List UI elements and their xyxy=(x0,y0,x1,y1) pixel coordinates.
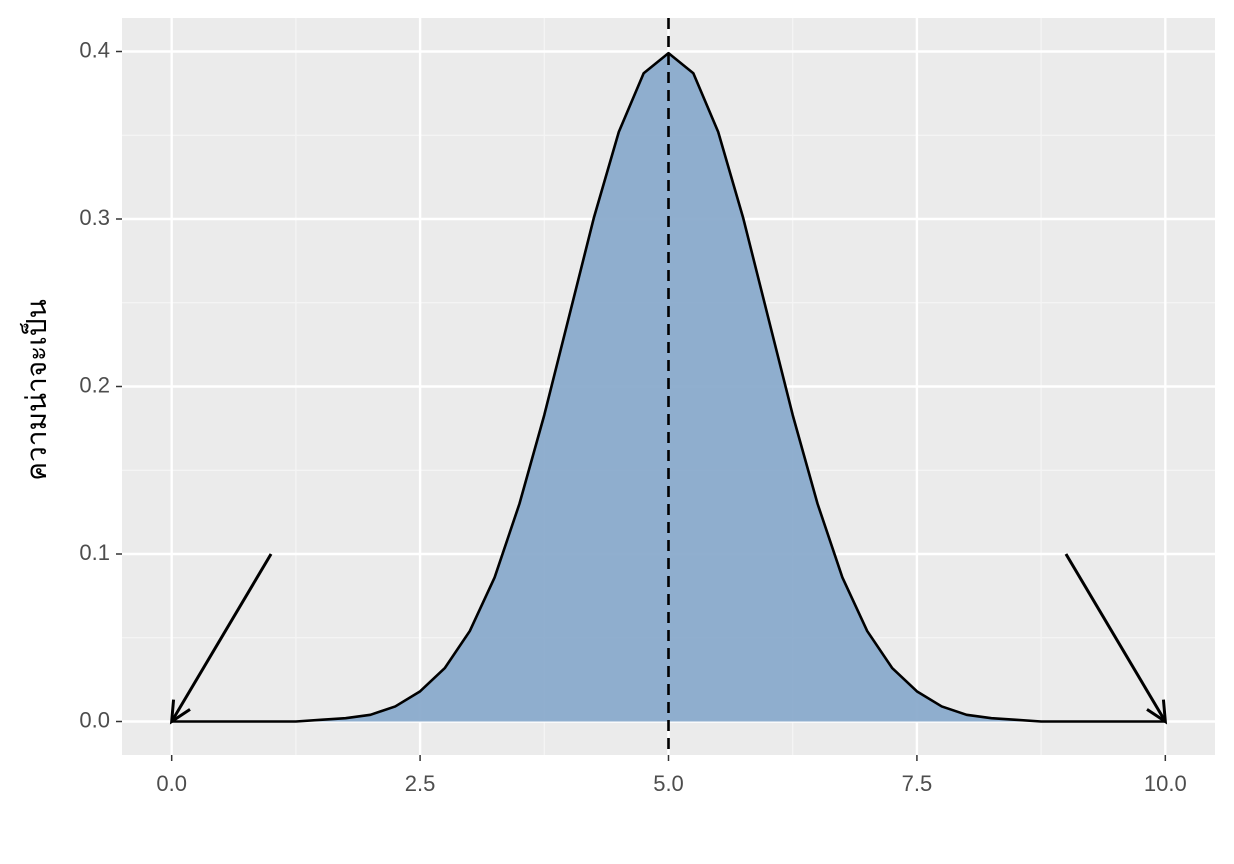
arrow-head xyxy=(169,699,191,725)
arrow-head xyxy=(1146,699,1168,725)
x-tick-label: 2.5 xyxy=(405,771,436,796)
y-tick-label: 0.3 xyxy=(79,205,110,230)
arrow xyxy=(1064,553,1167,723)
x-tick-label: 5.0 xyxy=(653,771,684,796)
y-axis-label: ความน่าจะเป็น xyxy=(19,299,53,480)
y-tick-label: 0.1 xyxy=(79,540,110,565)
x-tick-label: 10.0 xyxy=(1144,771,1187,796)
x-tick-label: 0.0 xyxy=(156,771,187,796)
x-tick-label: 7.5 xyxy=(902,771,933,796)
y-tick-label: 0.4 xyxy=(79,37,110,62)
y-tick-label: 0.0 xyxy=(79,707,110,732)
y-tick-label: 0.2 xyxy=(79,372,110,397)
density-line xyxy=(171,51,1166,723)
arrow xyxy=(170,553,273,723)
